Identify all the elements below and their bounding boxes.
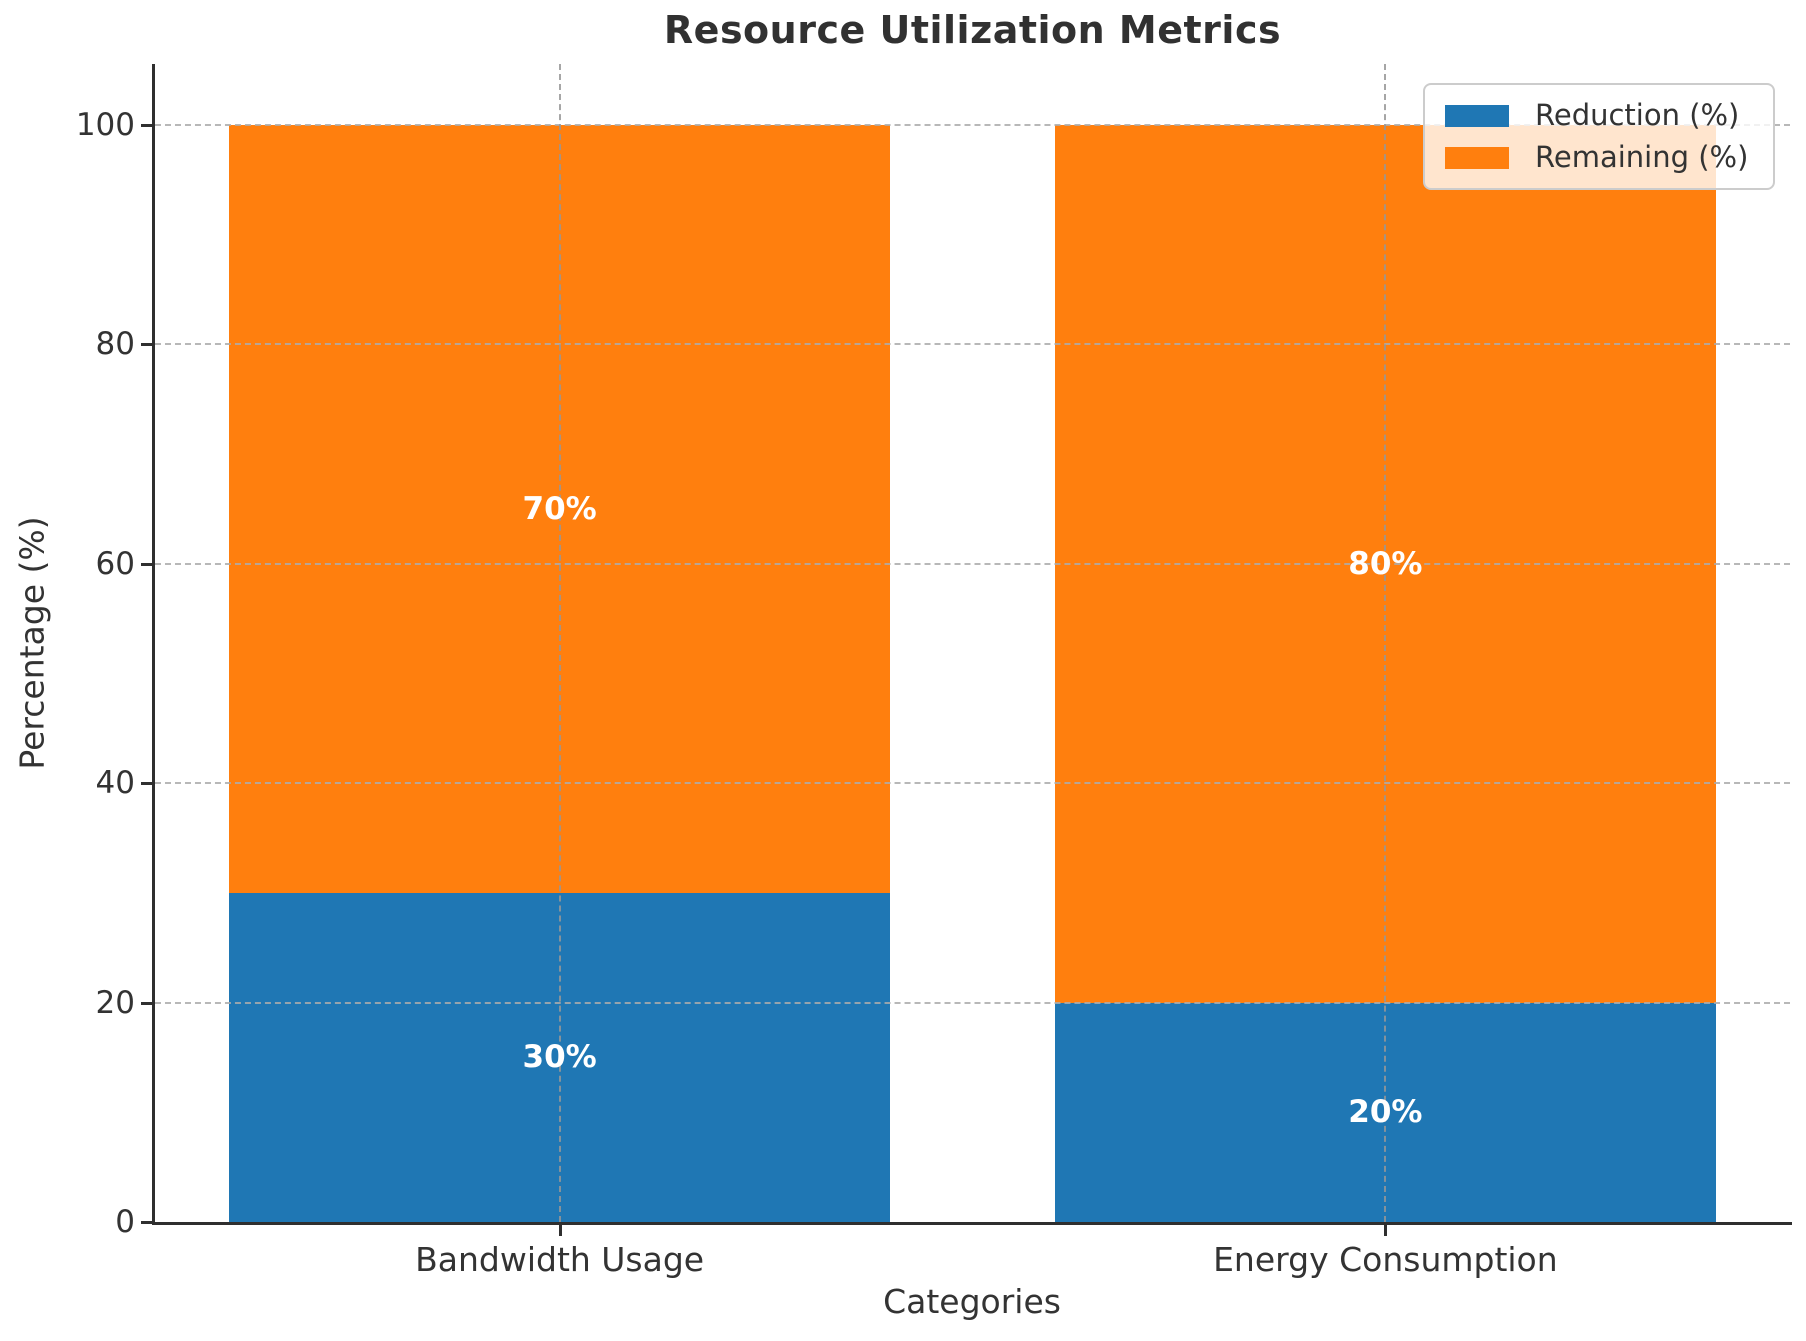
bar-value-label: 20%: [1348, 1094, 1423, 1131]
legend-item-remaining: Remaining (%): [1445, 143, 1755, 172]
legend-label-reduction: Reduction (%): [1535, 98, 1740, 132]
y-tick-mark: [141, 1001, 152, 1005]
gridline-vertical: [558, 64, 561, 1222]
bar-value-label: 70%: [522, 490, 597, 527]
y-axis-spine: [152, 64, 155, 1225]
gridline-vertical: [1384, 64, 1387, 1222]
x-tick-mark: [1384, 1225, 1388, 1236]
bar-value-label: 30%: [522, 1039, 597, 1076]
legend-swatch-reduction: [1445, 104, 1509, 127]
x-tick-label: Bandwidth Usage: [415, 1240, 705, 1279]
gridline-horizontal: [155, 782, 1790, 785]
bar-value-label: 80%: [1348, 545, 1423, 582]
y-tick-mark: [141, 124, 152, 127]
chart-title: Resource Utilization Metrics: [663, 8, 1282, 52]
y-tick-label: 20: [95, 984, 135, 1021]
y-tick-label: 0: [115, 1204, 135, 1240]
y-tick-label: 60: [95, 545, 135, 582]
x-axis-spine: [152, 1222, 1792, 1225]
y-tick-label: 100: [75, 107, 135, 143]
y-axis-label: Percentage (%): [12, 516, 52, 770]
legend-item-reduction: Reduction (%): [1445, 101, 1755, 130]
x-tick-mark: [558, 1225, 562, 1236]
y-tick-mark: [141, 782, 152, 786]
x-axis-label: Categories: [883, 1282, 1061, 1321]
y-tick-mark: [141, 343, 152, 347]
legend-swatch-remaining: [1445, 146, 1509, 169]
gridline-horizontal: [155, 124, 1790, 126]
y-tick-label: 80: [95, 326, 135, 363]
legend: Reduction (%) Remaining (%): [1423, 83, 1775, 190]
gridline-horizontal: [155, 1001, 1790, 1004]
legend-label-remaining: Remaining (%): [1535, 140, 1749, 174]
y-tick-mark: [141, 562, 152, 566]
y-tick-mark: [141, 1221, 152, 1224]
gridline-horizontal: [155, 343, 1790, 346]
x-tick-label: Energy Consumption: [1213, 1240, 1558, 1279]
y-tick-label: 40: [95, 765, 135, 802]
gridline-horizontal: [155, 562, 1790, 565]
